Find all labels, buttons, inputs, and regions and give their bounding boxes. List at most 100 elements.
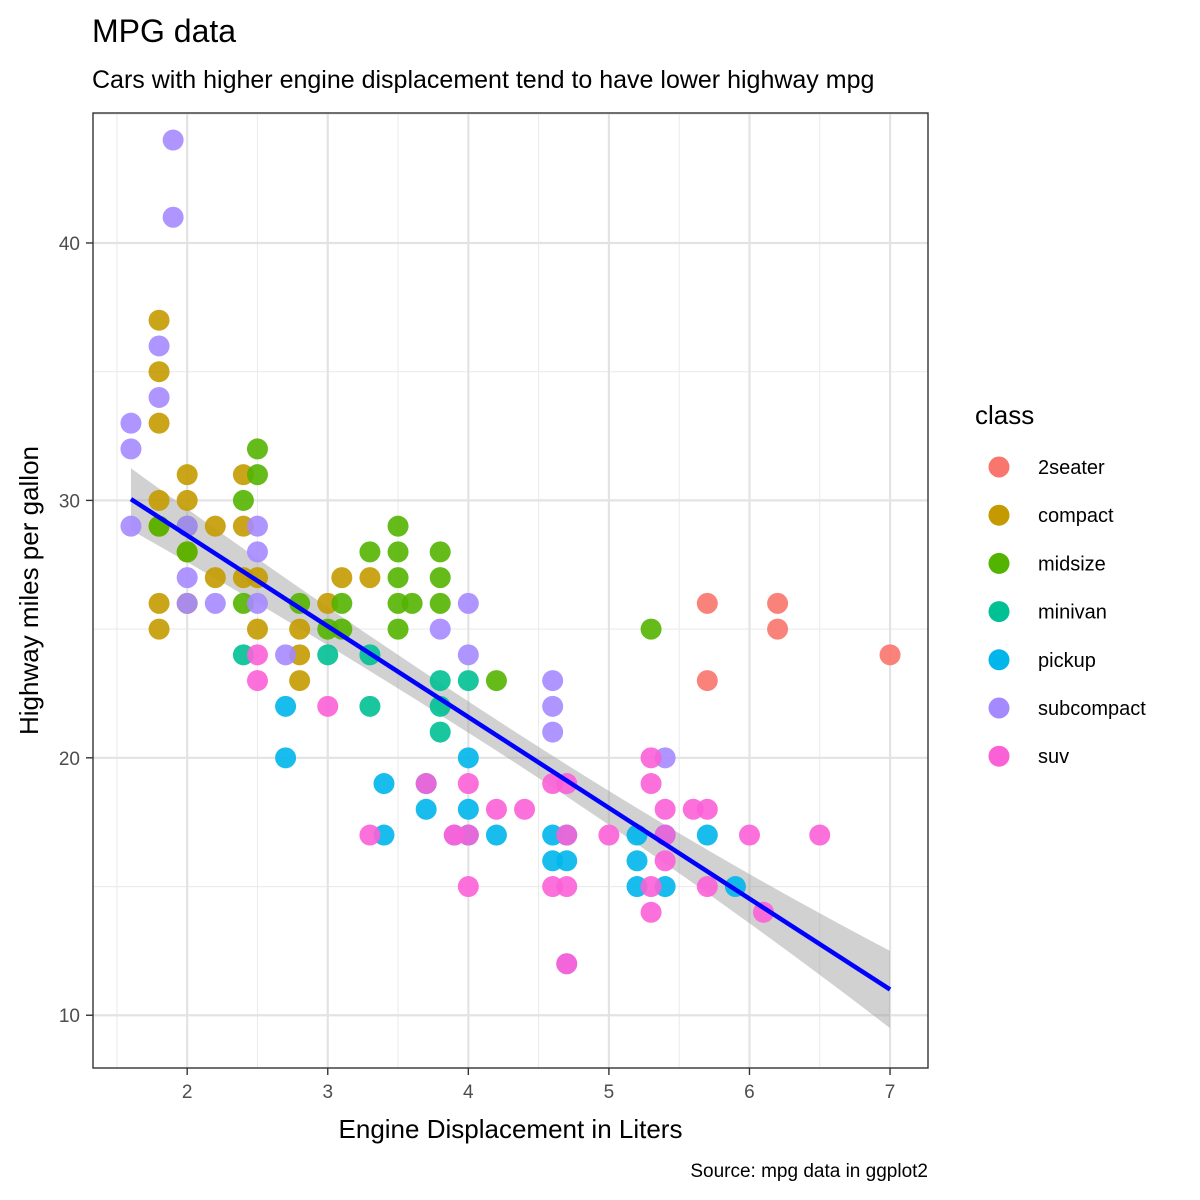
point-compact [359, 567, 381, 589]
x-tick-label: 2 [182, 1082, 193, 1103]
point-minivan [429, 670, 451, 692]
point-suv [696, 798, 718, 820]
legend-title: class [975, 400, 1034, 430]
point-compact [176, 489, 198, 511]
point-subcompact [204, 592, 226, 614]
point-compact [176, 464, 198, 486]
point-compact [148, 592, 170, 614]
point-suv [640, 747, 662, 769]
point-suv [317, 695, 339, 717]
legend-label: midsize [1038, 553, 1106, 575]
point-subcompact [120, 438, 142, 460]
point-subcompact [246, 515, 268, 537]
point-midsize [429, 592, 451, 614]
point-suv [696, 876, 718, 898]
point-subcompact [120, 412, 142, 434]
y-tick-label: 40 [59, 234, 80, 255]
point-compact [246, 618, 268, 640]
legend-key-compact [988, 504, 1010, 526]
panel-background [93, 113, 928, 1068]
point-midsize [429, 567, 451, 589]
y-tick-label: 10 [59, 1006, 80, 1027]
point-compact [148, 618, 170, 640]
y-tick-label: 30 [59, 491, 80, 512]
legend-label: pickup [1038, 650, 1096, 672]
x-axis-title: Engine Displacement in Liters [339, 1114, 683, 1144]
point-pickup [457, 747, 479, 769]
x-tick-label: 7 [885, 1082, 896, 1103]
point-suv [598, 824, 620, 846]
legend-key-minivan [988, 601, 1010, 623]
point-midsize [289, 592, 311, 614]
point-pickup [556, 850, 578, 872]
point-pickup [696, 824, 718, 846]
point-compact [331, 567, 353, 589]
point-midsize [232, 489, 254, 511]
point-subcompact [162, 129, 184, 151]
points-layer [120, 129, 901, 975]
point-subcompact [275, 644, 297, 666]
x-tick-label: 6 [744, 1082, 755, 1103]
point-midsize [387, 515, 409, 537]
point-compact [148, 361, 170, 383]
point-subcompact [457, 644, 479, 666]
point-suv [654, 798, 676, 820]
point-subcompact [162, 206, 184, 228]
point-suv [738, 824, 760, 846]
point-subcompact [120, 515, 142, 537]
point-suv [654, 850, 676, 872]
point-2seater [879, 644, 901, 666]
point-minivan [457, 670, 479, 692]
chart-caption: Source: mpg data in ggplot2 [690, 1161, 928, 1182]
point-suv [457, 824, 479, 846]
point-midsize [640, 618, 662, 640]
point-midsize [401, 592, 423, 614]
point-compact [204, 567, 226, 589]
point-suv [457, 876, 479, 898]
legend-label: minivan [1038, 602, 1107, 624]
point-compact [204, 515, 226, 537]
panel-border [92, 112, 929, 1069]
point-pickup [457, 798, 479, 820]
point-suv [246, 670, 268, 692]
legend-items: 2seater compact midsize minivan pickup subcom… [988, 456, 1146, 768]
x-tick-label: 4 [463, 1082, 474, 1103]
point-pickup [275, 747, 297, 769]
point-subcompact [246, 592, 268, 614]
trend-line [129, 497, 892, 992]
point-midsize [331, 592, 353, 614]
point-compact [289, 618, 311, 640]
chart-subtitle: Cars with higher engine displacement ten… [92, 66, 874, 94]
point-2seater [696, 670, 718, 692]
point-compact [148, 309, 170, 331]
point-suv [556, 876, 578, 898]
minor-gridlines [93, 113, 928, 1068]
legend: class 2seater compact midsize minivan pickup… [975, 400, 1146, 768]
legend-key-subcompact [988, 697, 1010, 719]
point-suv [809, 824, 831, 846]
point-pickup [275, 695, 297, 717]
point-subcompact [542, 695, 564, 717]
point-suv [246, 644, 268, 666]
legend-label: compact [1038, 505, 1114, 527]
legend-key-suv [988, 745, 1010, 767]
point-midsize [246, 438, 268, 460]
point-subcompact [542, 670, 564, 692]
point-compact [148, 489, 170, 511]
point-midsize [387, 618, 409, 640]
point-midsize [359, 541, 381, 563]
point-subcompact [429, 618, 451, 640]
chart-title: MPG data [92, 13, 236, 49]
point-pickup [415, 798, 437, 820]
point-subcompact [176, 592, 198, 614]
x-tick-label: 3 [322, 1082, 333, 1103]
point-pickup [485, 824, 507, 846]
legend-label: 2seater [1038, 457, 1105, 479]
point-suv [556, 953, 578, 975]
point-subcompact [176, 567, 198, 589]
point-midsize [387, 541, 409, 563]
y-axis-title: Highway miles per gallon [14, 446, 44, 735]
legend-label: suv [1038, 746, 1069, 768]
major-gridlines [93, 113, 928, 1068]
